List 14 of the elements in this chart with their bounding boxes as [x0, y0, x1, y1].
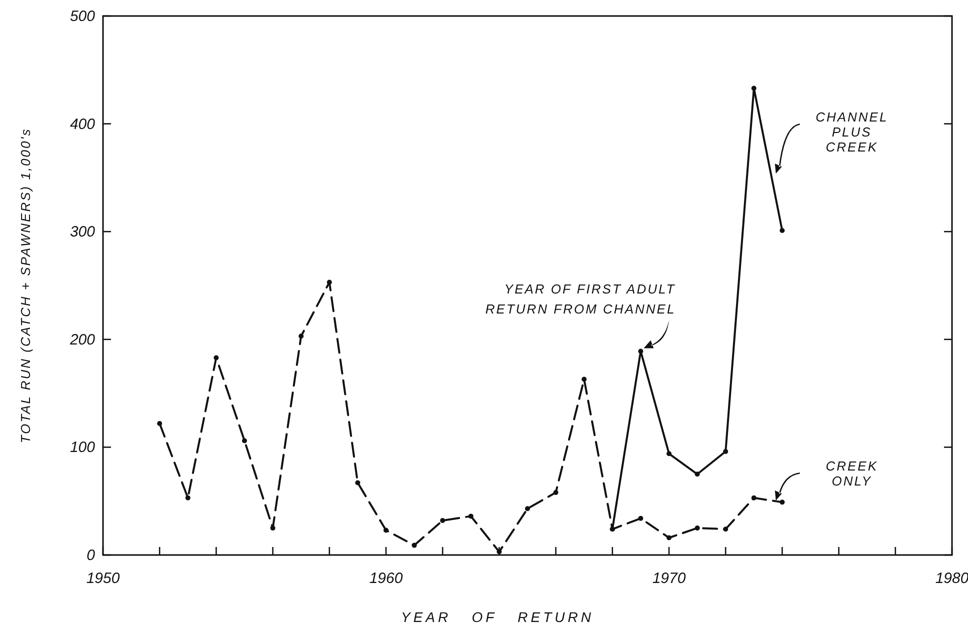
x-tick-label: 1950: [86, 570, 120, 587]
y-tick-label: 400: [70, 116, 96, 133]
x-tick-label: 1960: [369, 570, 404, 587]
x-axis-title: YEAR OF RETURN: [401, 609, 594, 624]
y-tick-label: 200: [68, 331, 96, 348]
x-tick-label: 1970: [652, 570, 686, 587]
y-tick-label: 0: [86, 547, 96, 564]
annotation: YEAR OF FIRST ADULT RETURN FROM CHANNEL: [485, 281, 676, 316]
y-axis-title: TOTAL RUN (CATCH + SPAWNERS) 1,000's: [18, 128, 33, 444]
text: CREEK ONLY: [826, 458, 878, 488]
y-tick-label: 500: [70, 8, 96, 25]
y-tick-label: 100: [70, 439, 96, 456]
y-tick-label: 300: [70, 224, 96, 241]
text: CHANNEL PLUS CREEK: [816, 110, 888, 155]
